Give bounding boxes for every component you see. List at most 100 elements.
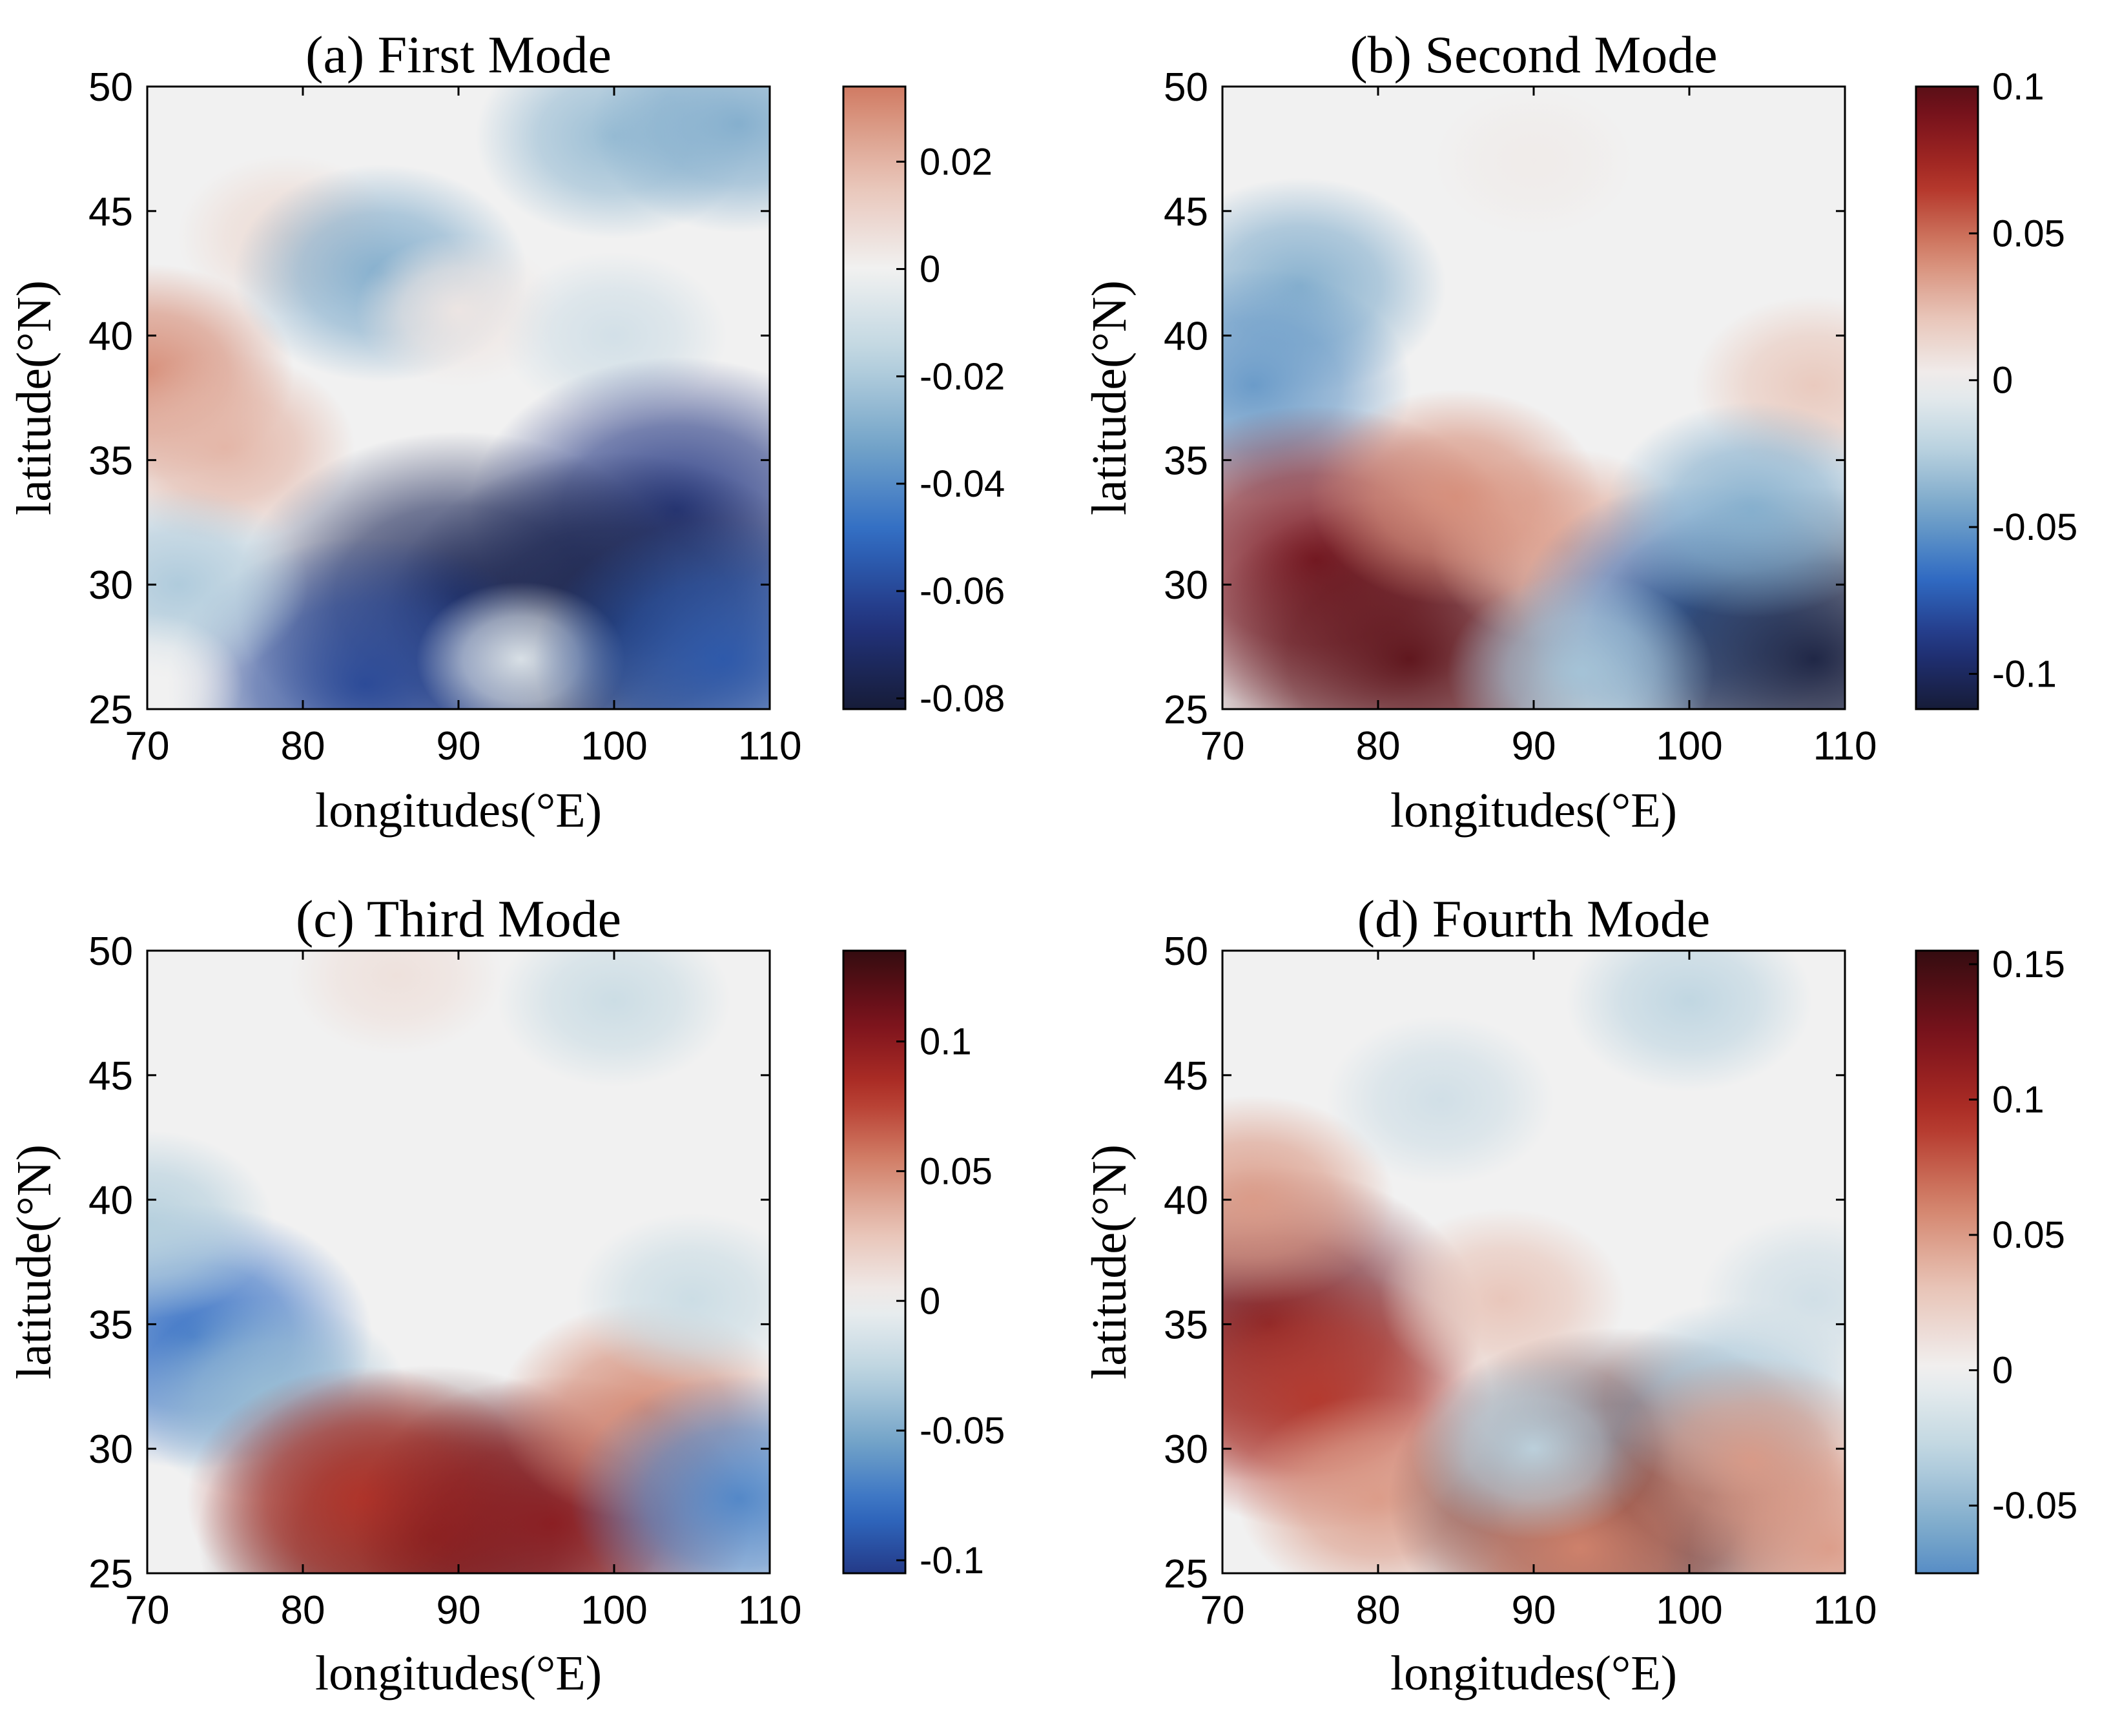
x-tick-label: 100 [1656,1588,1722,1633]
y-tick-label: 25 [88,1552,133,1596]
colorbar: -0.05 0 0.05 0.1 0.15 [1915,944,2077,1575]
y-axis: 25 30 35 40 45 50 [1164,65,1845,732]
colorbar: -0.1 -0.05 0 0.05 0.1 [1915,66,2077,710]
heatmap-field [1222,951,1845,1573]
y-tick-label: 45 [88,1054,133,1099]
colorbar-gradient [1916,951,1978,1573]
x-axis-label: longitudes(°E) [1390,783,1677,838]
colorbar-frame [842,85,907,710]
panel-title: (a) First Mode [305,25,612,84]
heatmap-anomaly [1326,1015,1554,1185]
y-axis-label: latitude(°N) [7,280,61,515]
panel-c: (c) Third Mode 70 80 90 100 110 25 30 35 40 45 50… [7,889,1005,1700]
x-tick-label: 80 [281,724,325,769]
x-axis-label: longitudes(°E) [1390,1646,1677,1700]
panel-d: (d) Fourth Mode 70 80 90 100 110 25 30 35 40 45 5… [1082,889,2077,1700]
y-tick-label: 35 [1164,439,1208,483]
heatmap-anomaly [147,1130,274,1319]
x-axis: 70 80 90 100 110 [1200,951,1877,1633]
colorbar-tick-label: 0 [1992,1350,2013,1392]
colorbar-tick-label: 0 [920,249,940,291]
y-axis: 25 30 35 40 45 50 [1164,929,1845,1596]
heatmap-anomaly [592,87,770,233]
colorbar-tick-label: -0.05 [1992,506,2077,548]
colorbar-tick-label: -0.08 [920,677,1005,719]
colorbar-frame [1915,949,1979,1575]
colorbar-tick-label: -0.1 [920,1540,984,1582]
x-tick-label: 100 [581,724,647,769]
heatmap-anomaly [1447,573,1714,709]
x-axis: 70 80 90 100 110 [125,951,801,1633]
heatmap-anomaly [1566,951,1813,1092]
colorbar-tick-label: -0.05 [1992,1485,2077,1527]
heatmap-anomaly [362,1079,555,1221]
x-axis-label: longitudes(°E) [315,783,602,838]
colorbar-tick-label: -0.1 [1992,653,2057,695]
panel-a: (a) First Mode 70 80 90 100 110 25 30 35 40 45 50… [7,25,1005,838]
x-tick-label: 80 [1356,1588,1401,1633]
panel-title: (c) Third Mode [296,889,621,948]
x-tick-label: 70 [125,724,170,769]
colorbar-gradient [843,951,905,1573]
y-tick-label: 35 [88,1303,133,1347]
colorbar-tick-label: 0 [920,1280,940,1322]
y-axis-label: latitude(°N) [1082,1144,1137,1380]
x-tick-label: 70 [125,1588,170,1633]
y-tick-label: 50 [1164,929,1208,974]
x-tick-label: 70 [1200,1588,1245,1633]
heatmap-anomaly [575,1213,770,1386]
colorbar-gradient [843,87,905,709]
colorbar-tick-label: 0.15 [1992,944,2065,986]
heatmap-anomaly [1434,87,1634,235]
heatmap-field [147,951,770,1573]
colorbar-gradient [1916,87,1978,709]
y-tick-label: 35 [1164,1303,1208,1347]
heatmap-field [1222,87,1845,709]
x-tick-label: 80 [1356,724,1401,769]
y-tick-label: 45 [1164,190,1208,234]
heatmap-anomaly [1700,1215,1845,1384]
colorbar-tick-label: 0.1 [920,1021,972,1063]
y-tick-label: 30 [88,563,133,608]
heatmap-anomaly [290,951,503,1055]
y-tick-label: 25 [1164,1552,1208,1596]
y-tick-label: 40 [1164,315,1208,359]
colorbar-ticks: -0.1 -0.05 0 0.05 0.1 [896,1021,1005,1582]
x-tick-label: 110 [1813,724,1877,769]
y-tick-label: 30 [88,1427,133,1472]
y-axis-label: latitude(°N) [7,1144,61,1380]
colorbar-frame [1915,85,1979,710]
heatmap-anomaly [1410,1358,1657,1540]
x-tick-label: 80 [281,1588,325,1633]
y-tick-label: 40 [88,1179,133,1223]
colorbar-ticks: -0.1 -0.05 0 0.05 0.1 [1969,66,2077,695]
y-axis: 25 30 35 40 45 50 [88,929,770,1596]
x-tick-label: 90 [1512,724,1556,769]
y-axis: 25 30 35 40 45 50 [88,65,770,732]
x-axis: 70 80 90 100 110 [125,87,802,769]
heatmap-anomaly [533,519,770,709]
colorbar-tick-label: 0.05 [1992,212,2065,254]
x-tick-label: 90 [437,1588,481,1633]
x-tick-label: 110 [738,724,802,769]
x-tick-label: 100 [1656,724,1722,769]
colorbar-frame [842,949,907,1575]
heatmap-anomaly [1310,389,1602,606]
heatmap-anomaly [497,951,731,1087]
x-axis: 70 80 90 100 110 [1200,87,1877,769]
y-tick-label: 25 [88,688,133,732]
heatmap-anomaly [1605,402,1845,618]
x-tick-label: 70 [1200,724,1245,769]
heatmap-anomaly [1688,1443,1845,1573]
colorbar-tick-label: -0.05 [920,1410,1005,1452]
heatmap-field [147,87,770,709]
y-axis-label: latitude(°N) [1082,280,1137,515]
colorbar-tick-label: 0.05 [920,1150,993,1192]
colorbar-tick-label: -0.04 [920,463,1005,505]
y-tick-label: 25 [1164,688,1208,732]
colorbar-ticks: -0.05 0 0.05 0.1 0.15 [1969,944,2077,1527]
panel-title: (b) Second Mode [1350,25,1717,84]
colorbar-tick-label: 0.1 [1992,1079,2044,1121]
x-tick-label: 90 [437,724,481,769]
colorbar-ticks: -0.08 -0.06 -0.04 -0.02 0 0.02 [896,141,1005,719]
